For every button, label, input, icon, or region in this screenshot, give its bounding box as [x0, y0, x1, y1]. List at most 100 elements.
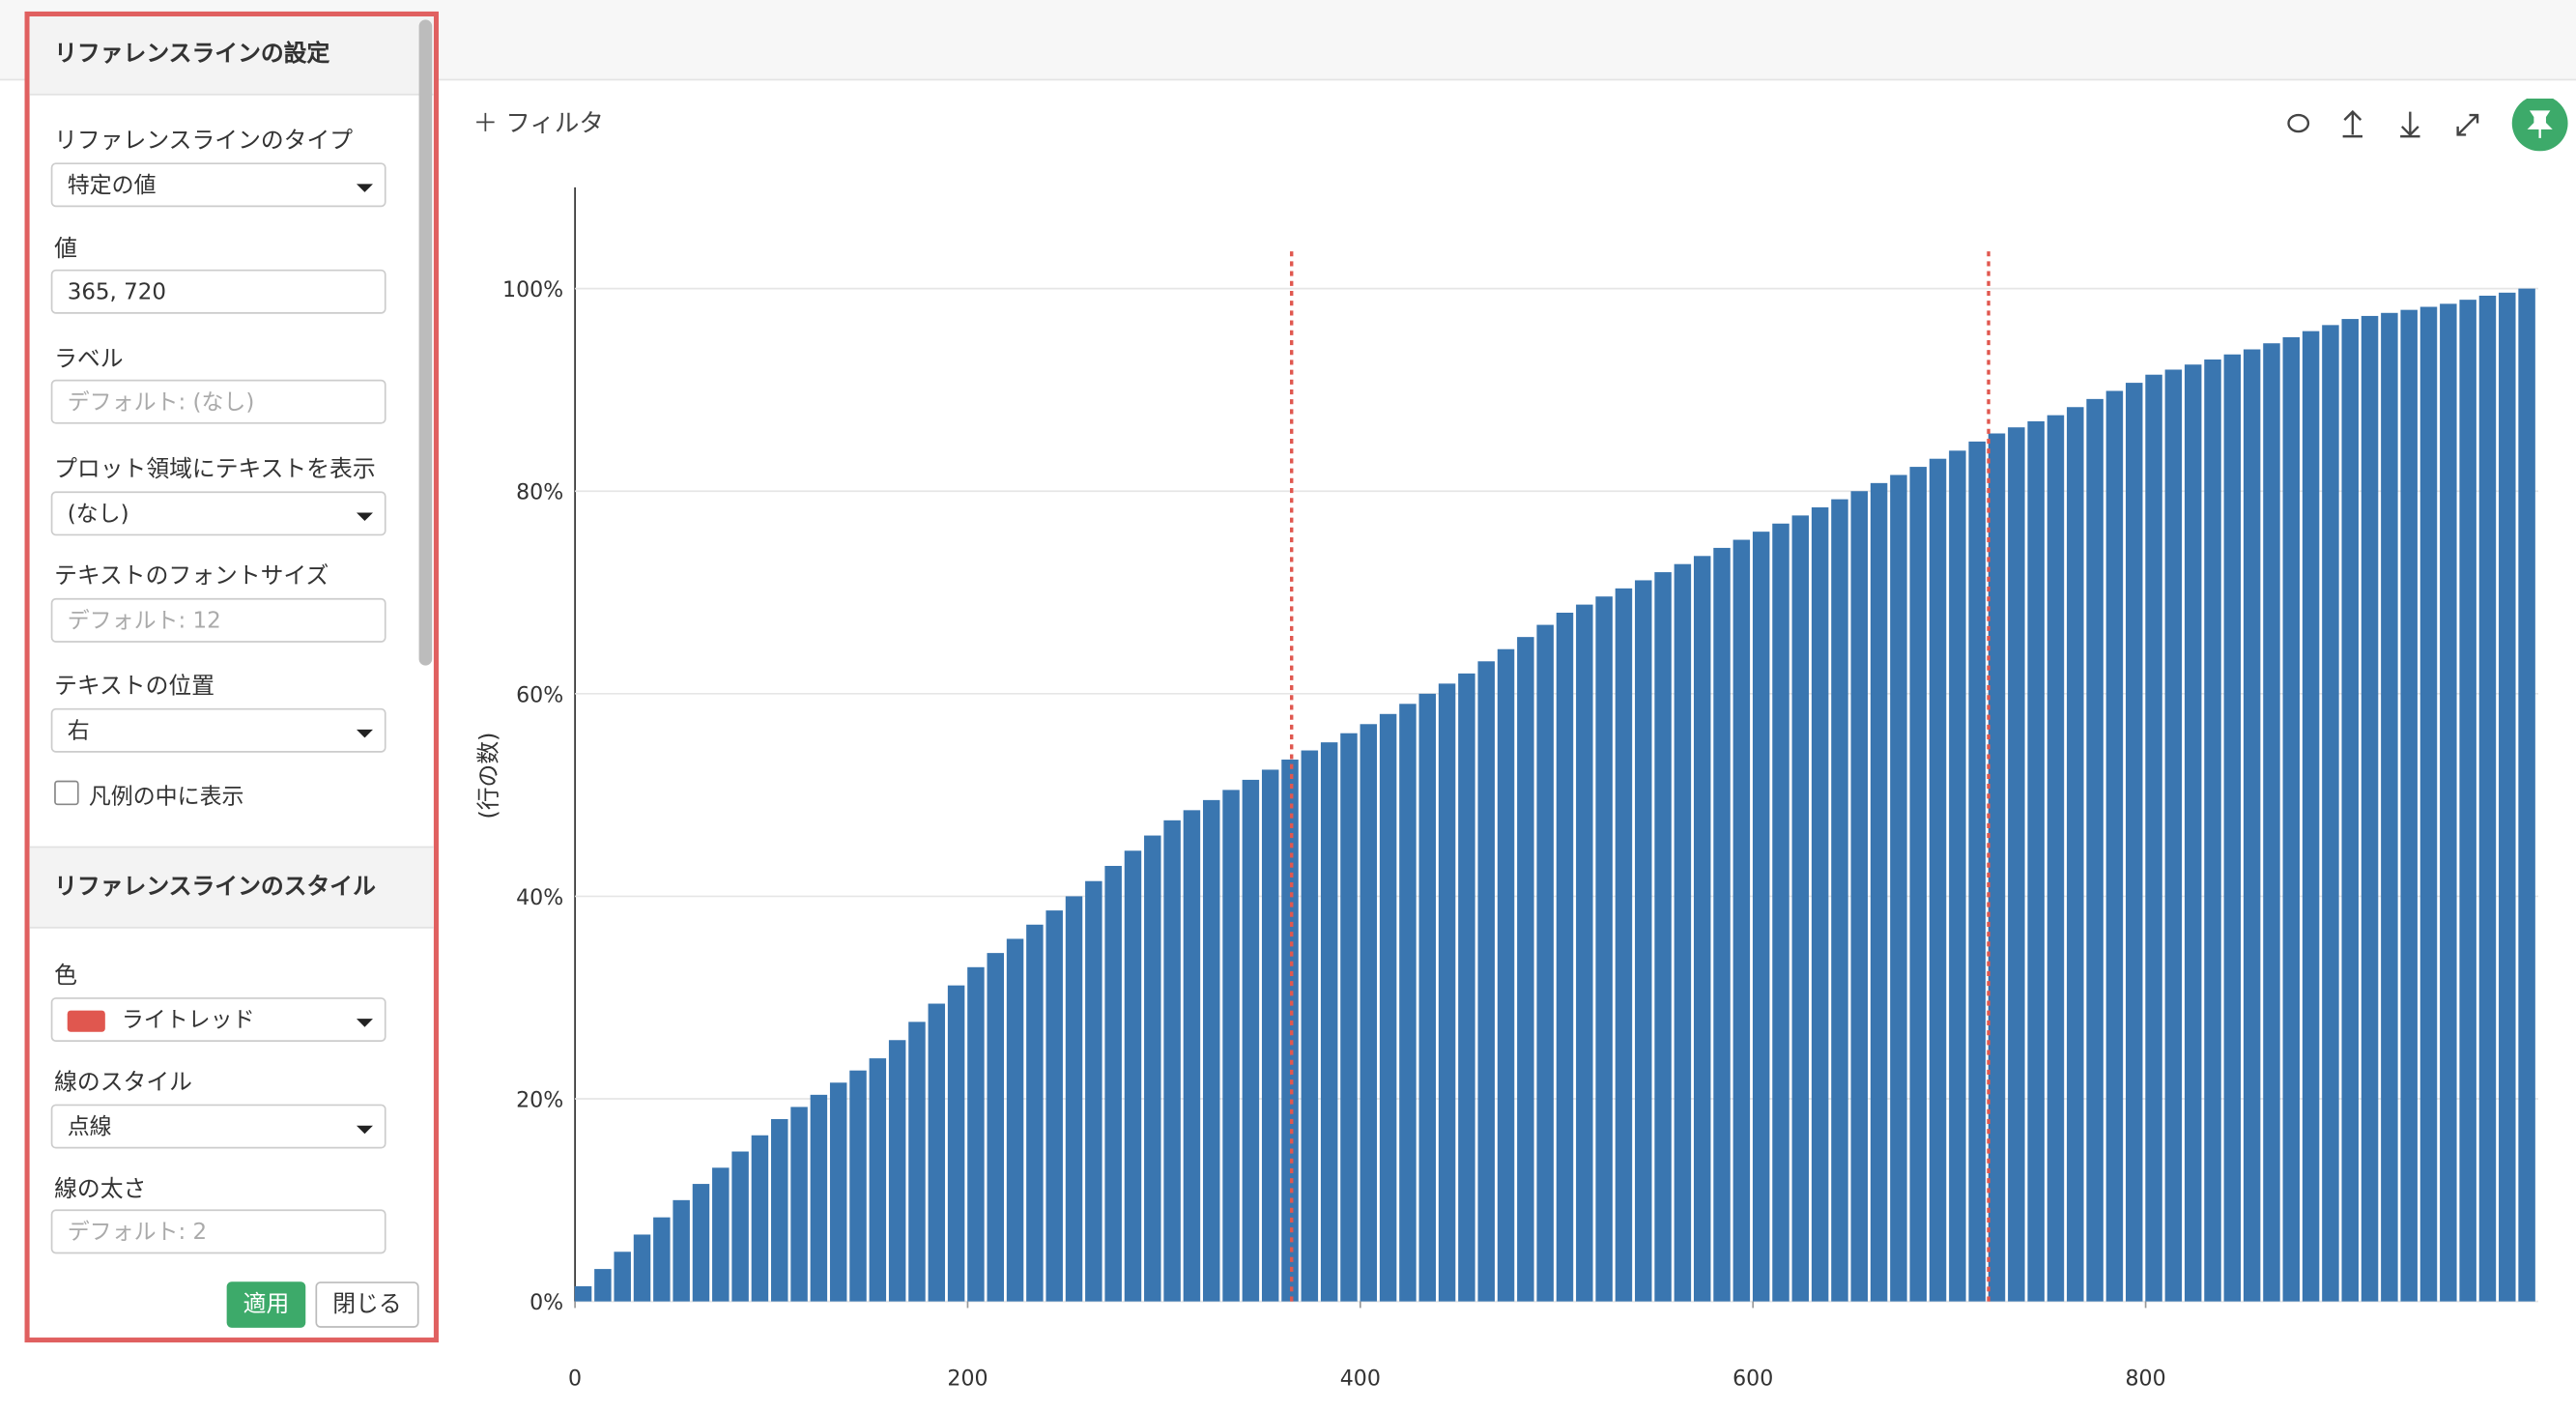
x-tick-label: 400 — [1340, 1366, 1381, 1391]
bar — [1458, 673, 1475, 1302]
bar — [771, 1118, 788, 1302]
bar — [692, 1184, 710, 1302]
bar — [2067, 407, 2084, 1302]
bar — [2440, 303, 2457, 1302]
apply-button[interactable]: 適用 — [226, 1281, 306, 1328]
bar — [2499, 292, 2516, 1302]
bar — [1811, 507, 1829, 1302]
bar — [1261, 769, 1279, 1302]
x-tick-label: 800 — [2126, 1366, 2166, 1391]
field-label: リファレンスラインのタイプ — [54, 128, 354, 155]
select[interactable]: 右 — [50, 707, 386, 753]
bar — [1242, 779, 1260, 1302]
select-value: 右 — [67, 718, 90, 745]
filter-label: フィルタ — [505, 108, 604, 138]
comment-icon[interactable] — [2287, 113, 2310, 133]
bar — [829, 1082, 847, 1302]
select[interactable]: (なし) — [50, 491, 386, 536]
bar — [2027, 420, 2045, 1302]
bar — [1556, 612, 1574, 1302]
bar — [712, 1167, 730, 1302]
select-value: (なし) — [67, 501, 129, 528]
close-button[interactable]: 閉じる — [315, 1281, 419, 1328]
bar — [1026, 924, 1044, 1302]
bar — [731, 1151, 749, 1302]
bar — [1595, 596, 1613, 1302]
select[interactable]: ライトレッド — [50, 997, 386, 1042]
bar — [1399, 704, 1417, 1302]
bar — [888, 1040, 906, 1302]
bar — [1477, 661, 1495, 1302]
bar — [2381, 312, 2398, 1302]
text-input[interactable]: 365, 720 — [50, 269, 386, 314]
bar — [1831, 499, 1848, 1302]
bar — [1045, 910, 1063, 1302]
bar — [1360, 724, 1378, 1302]
bar — [1929, 458, 1947, 1302]
bar — [1517, 637, 1534, 1302]
bar — [2282, 336, 2301, 1302]
bar — [1635, 580, 1652, 1302]
bar — [2223, 354, 2242, 1302]
y-tick-label: 100% — [502, 277, 563, 302]
select[interactable]: 点線 — [50, 1104, 386, 1149]
bar — [1006, 938, 1024, 1302]
toolbar-icons — [2287, 99, 2568, 152]
y-axis-label: (行の数) — [474, 733, 501, 820]
y-tick-label: 80% — [516, 480, 563, 505]
select[interactable]: 特定の値 — [50, 162, 386, 208]
expand-icon[interactable] — [2456, 113, 2479, 136]
text-input[interactable]: デフォルト: 2 — [50, 1209, 386, 1254]
bar — [1949, 450, 1966, 1302]
bar — [1615, 588, 1633, 1302]
bar — [2145, 374, 2162, 1302]
upload-icon[interactable] — [2342, 109, 2363, 138]
bar — [1222, 790, 1240, 1302]
bar — [614, 1252, 631, 1302]
bar — [2478, 295, 2497, 1302]
bar — [1654, 572, 1672, 1302]
bar — [1968, 441, 1986, 1302]
field-label: プロット領域にテキストを表示 — [54, 456, 376, 483]
bar — [673, 1199, 690, 1302]
bar — [1497, 648, 1515, 1302]
bar — [1281, 759, 1299, 1302]
placeholder: デフォルト: (なし) — [67, 388, 255, 417]
field-label: テキストの位置 — [54, 674, 215, 701]
checkbox[interactable] — [54, 780, 79, 806]
download-icon[interactable] — [2400, 111, 2420, 138]
y-tick-label: 60% — [516, 682, 563, 707]
scrollbar[interactable] — [418, 19, 433, 666]
bar — [1124, 850, 1142, 1302]
y-tick-label: 40% — [516, 885, 563, 910]
bar — [1732, 539, 1751, 1302]
x-tick-label: 600 — [1732, 1366, 1773, 1391]
field-label: テキストのフォントサイズ — [54, 563, 329, 590]
x-tick-label: 200 — [947, 1366, 987, 1391]
bar — [633, 1234, 651, 1302]
filter-button[interactable]: ＋ フィルタ — [472, 108, 604, 138]
bar — [849, 1070, 867, 1302]
input-value: 365, 720 — [67, 279, 166, 306]
text-input[interactable]: デフォルト: (なし) — [50, 379, 386, 424]
bar — [1713, 547, 1731, 1302]
select-value: 点線 — [67, 1113, 112, 1141]
bar — [1791, 515, 1810, 1302]
bar — [2361, 315, 2379, 1302]
section-title: リファレンスラインのスタイル — [29, 846, 434, 929]
bar — [1536, 624, 1554, 1302]
bar — [1379, 713, 1397, 1302]
panel-title: リファレンスラインの設定 — [29, 16, 434, 96]
bar — [1065, 896, 1083, 1302]
bar — [869, 1058, 887, 1302]
bar — [1085, 880, 1102, 1302]
bar — [1693, 556, 1711, 1302]
bar — [2184, 364, 2202, 1302]
bar — [790, 1107, 808, 1302]
color-swatch — [67, 1010, 105, 1032]
text-input[interactable]: デフォルト: 12 — [50, 597, 386, 643]
y-tick-label: 20% — [516, 1088, 563, 1113]
bar — [2341, 319, 2359, 1302]
panel-scroll: リファレンスラインの設定 リファレンスラインのタイプ 特定の値 値 365, 7… — [29, 16, 434, 1255]
